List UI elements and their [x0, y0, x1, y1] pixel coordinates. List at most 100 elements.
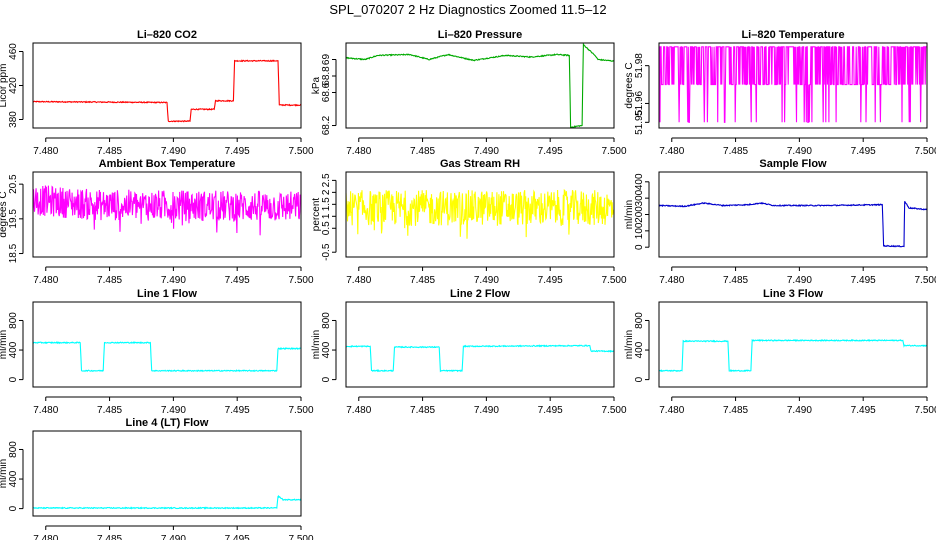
series-line [32, 341, 302, 373]
series-line [345, 344, 615, 373]
x-tick-label: 7.500 [601, 275, 626, 286]
y-tick-label: 2.5 [321, 173, 332, 187]
x-tick-label: 7.490 [474, 146, 499, 157]
y-tick-label: 400 [8, 470, 19, 487]
plot-frame [345, 171, 615, 258]
y-tick-label: 200 [634, 206, 645, 223]
y-tick-label: 400 [321, 341, 332, 358]
x-tick-label: 7.480 [33, 405, 58, 416]
x-tick-label: 7.495 [225, 275, 250, 286]
chart-title: Line 4 (LT) Flow [126, 417, 209, 429]
chart-panel-8: Line 2 Flow 7.480 7.485 7.490 7.495 7.500 0 400… [311, 288, 627, 416]
figure-title: SPL_070207 2 Hz Diagnostics Zoomed 11.5–… [329, 2, 607, 17]
x-tick-label: 7.485 [410, 275, 435, 286]
y-tick-label: 69 [321, 54, 332, 66]
x-tick-label: 7.490 [787, 405, 812, 416]
x-tick-label: 7.490 [474, 275, 499, 286]
y-tick-label: 1 [321, 213, 332, 219]
chart-title: Line 3 Flow [763, 288, 823, 300]
y-tick-label: 68.6 [321, 82, 332, 102]
y-tick-label: 800 [8, 312, 19, 329]
x-tick-label: 7.500 [288, 534, 313, 540]
y-tick-label: 460 [8, 43, 19, 60]
x-tick-label: 7.485 [723, 275, 748, 286]
y-tick-label: 380 [8, 111, 19, 128]
x-tick-label: 7.495 [225, 146, 250, 157]
x-tick-label: 7.485 [723, 146, 748, 157]
y-axis-label: degrees C [624, 62, 635, 108]
y-tick-label: 20.5 [8, 174, 19, 194]
y-tick-label: 0 [8, 376, 19, 382]
chart-title: Li–820 Pressure [438, 29, 522, 41]
y-axis-label: Licor ppm [0, 64, 9, 108]
plot-frame [32, 171, 302, 258]
x-tick-label: 7.485 [97, 146, 122, 157]
series-line [32, 495, 302, 510]
x-tick-label: 7.500 [914, 275, 936, 286]
plot-frame [345, 301, 615, 388]
x-tick-label: 7.495 [225, 405, 250, 416]
plot-frame [658, 301, 928, 388]
chart-panel-6: Sample Flow 7.480 7.485 7.490 7.495 7.500 0 100… [624, 158, 936, 286]
chart-title: Li–820 CO2 [137, 29, 197, 41]
y-tick-label: 100 [634, 222, 645, 239]
plot-frame [658, 42, 928, 129]
y-tick-label: 800 [634, 312, 645, 329]
x-tick-label: 7.500 [914, 146, 936, 157]
chart-panel-10: Line 4 (LT) Flow 7.480 7.485 7.490 7.495 7.50… [0, 417, 314, 545]
chart-panel-5: Gas Stream RH 7.480 7.485 7.490 7.495 7.500 -0… [311, 158, 627, 286]
x-tick-label: 7.490 [161, 405, 186, 416]
y-tick-label: 420 [8, 77, 19, 94]
x-tick-label: 7.490 [161, 275, 186, 286]
x-tick-label: 7.485 [723, 405, 748, 416]
chart-panel-9: Line 3 Flow 7.480 7.485 7.490 7.495 7.500 0 400… [624, 288, 936, 416]
x-tick-label: 7.500 [914, 405, 936, 416]
y-axis-label: kPa [311, 76, 322, 94]
y-tick-label: 400 [8, 341, 19, 358]
x-tick-label: 7.490 [161, 146, 186, 157]
chart-panel-4: Ambient Box Temperature 7.480 7.485 7.490 7.… [0, 158, 314, 286]
x-tick-label: 7.485 [97, 405, 122, 416]
y-axis-label: ml/min [311, 330, 322, 359]
chart-panel-1: Li–820 CO2 7.480 7.485 7.490 7.495 7.500 380 42… [0, 29, 314, 157]
series-line [345, 188, 615, 239]
x-tick-label: 7.480 [346, 146, 371, 157]
y-tick-label: 800 [8, 441, 19, 458]
y-tick-label: 19.5 [8, 209, 19, 229]
y-tick-label: 0 [634, 244, 645, 250]
x-tick-label: 7.480 [346, 405, 371, 416]
y-tick-label: 0 [8, 505, 19, 511]
y-axis-label: ml/min [624, 200, 635, 229]
x-tick-label: 7.490 [161, 534, 186, 540]
plot-frame [345, 42, 615, 129]
x-tick-label: 7.490 [787, 146, 812, 157]
x-tick-label: 7.500 [601, 405, 626, 416]
x-tick-label: 7.495 [851, 146, 876, 157]
y-tick-label: 51.98 [634, 53, 645, 78]
x-tick-label: 7.490 [787, 275, 812, 286]
chart-panel-7: Line 1 Flow 7.480 7.485 7.490 7.495 7.500 0 400… [0, 288, 314, 416]
y-tick-label: 51.96 [634, 90, 645, 115]
series-line [658, 200, 927, 248]
y-axis-label: degrees C [0, 191, 9, 237]
y-axis-label: ml/min [0, 459, 9, 488]
x-tick-label: 7.495 [538, 405, 563, 416]
y-tick-label: 2 [321, 189, 332, 195]
x-tick-label: 7.480 [33, 534, 58, 540]
x-tick-label: 7.480 [659, 146, 684, 157]
x-tick-label: 7.480 [33, 275, 58, 286]
x-tick-label: 7.495 [225, 534, 250, 540]
y-tick-label: 51.95 [634, 109, 645, 134]
chart-title: Line 2 Flow [450, 288, 510, 300]
y-tick-label: 400 [634, 341, 645, 358]
plot-frame [32, 42, 302, 129]
x-tick-label: 7.485 [97, 275, 122, 286]
chart-title: Line 1 Flow [137, 288, 197, 300]
chart-title: Ambient Box Temperature [99, 158, 236, 170]
chart-panel-3: Li–820 Temperature 7.480 7.485 7.490 7.495 7.… [624, 29, 936, 157]
x-tick-label: 7.485 [410, 146, 435, 157]
series-line [345, 42, 615, 128]
x-tick-label: 7.495 [851, 275, 876, 286]
